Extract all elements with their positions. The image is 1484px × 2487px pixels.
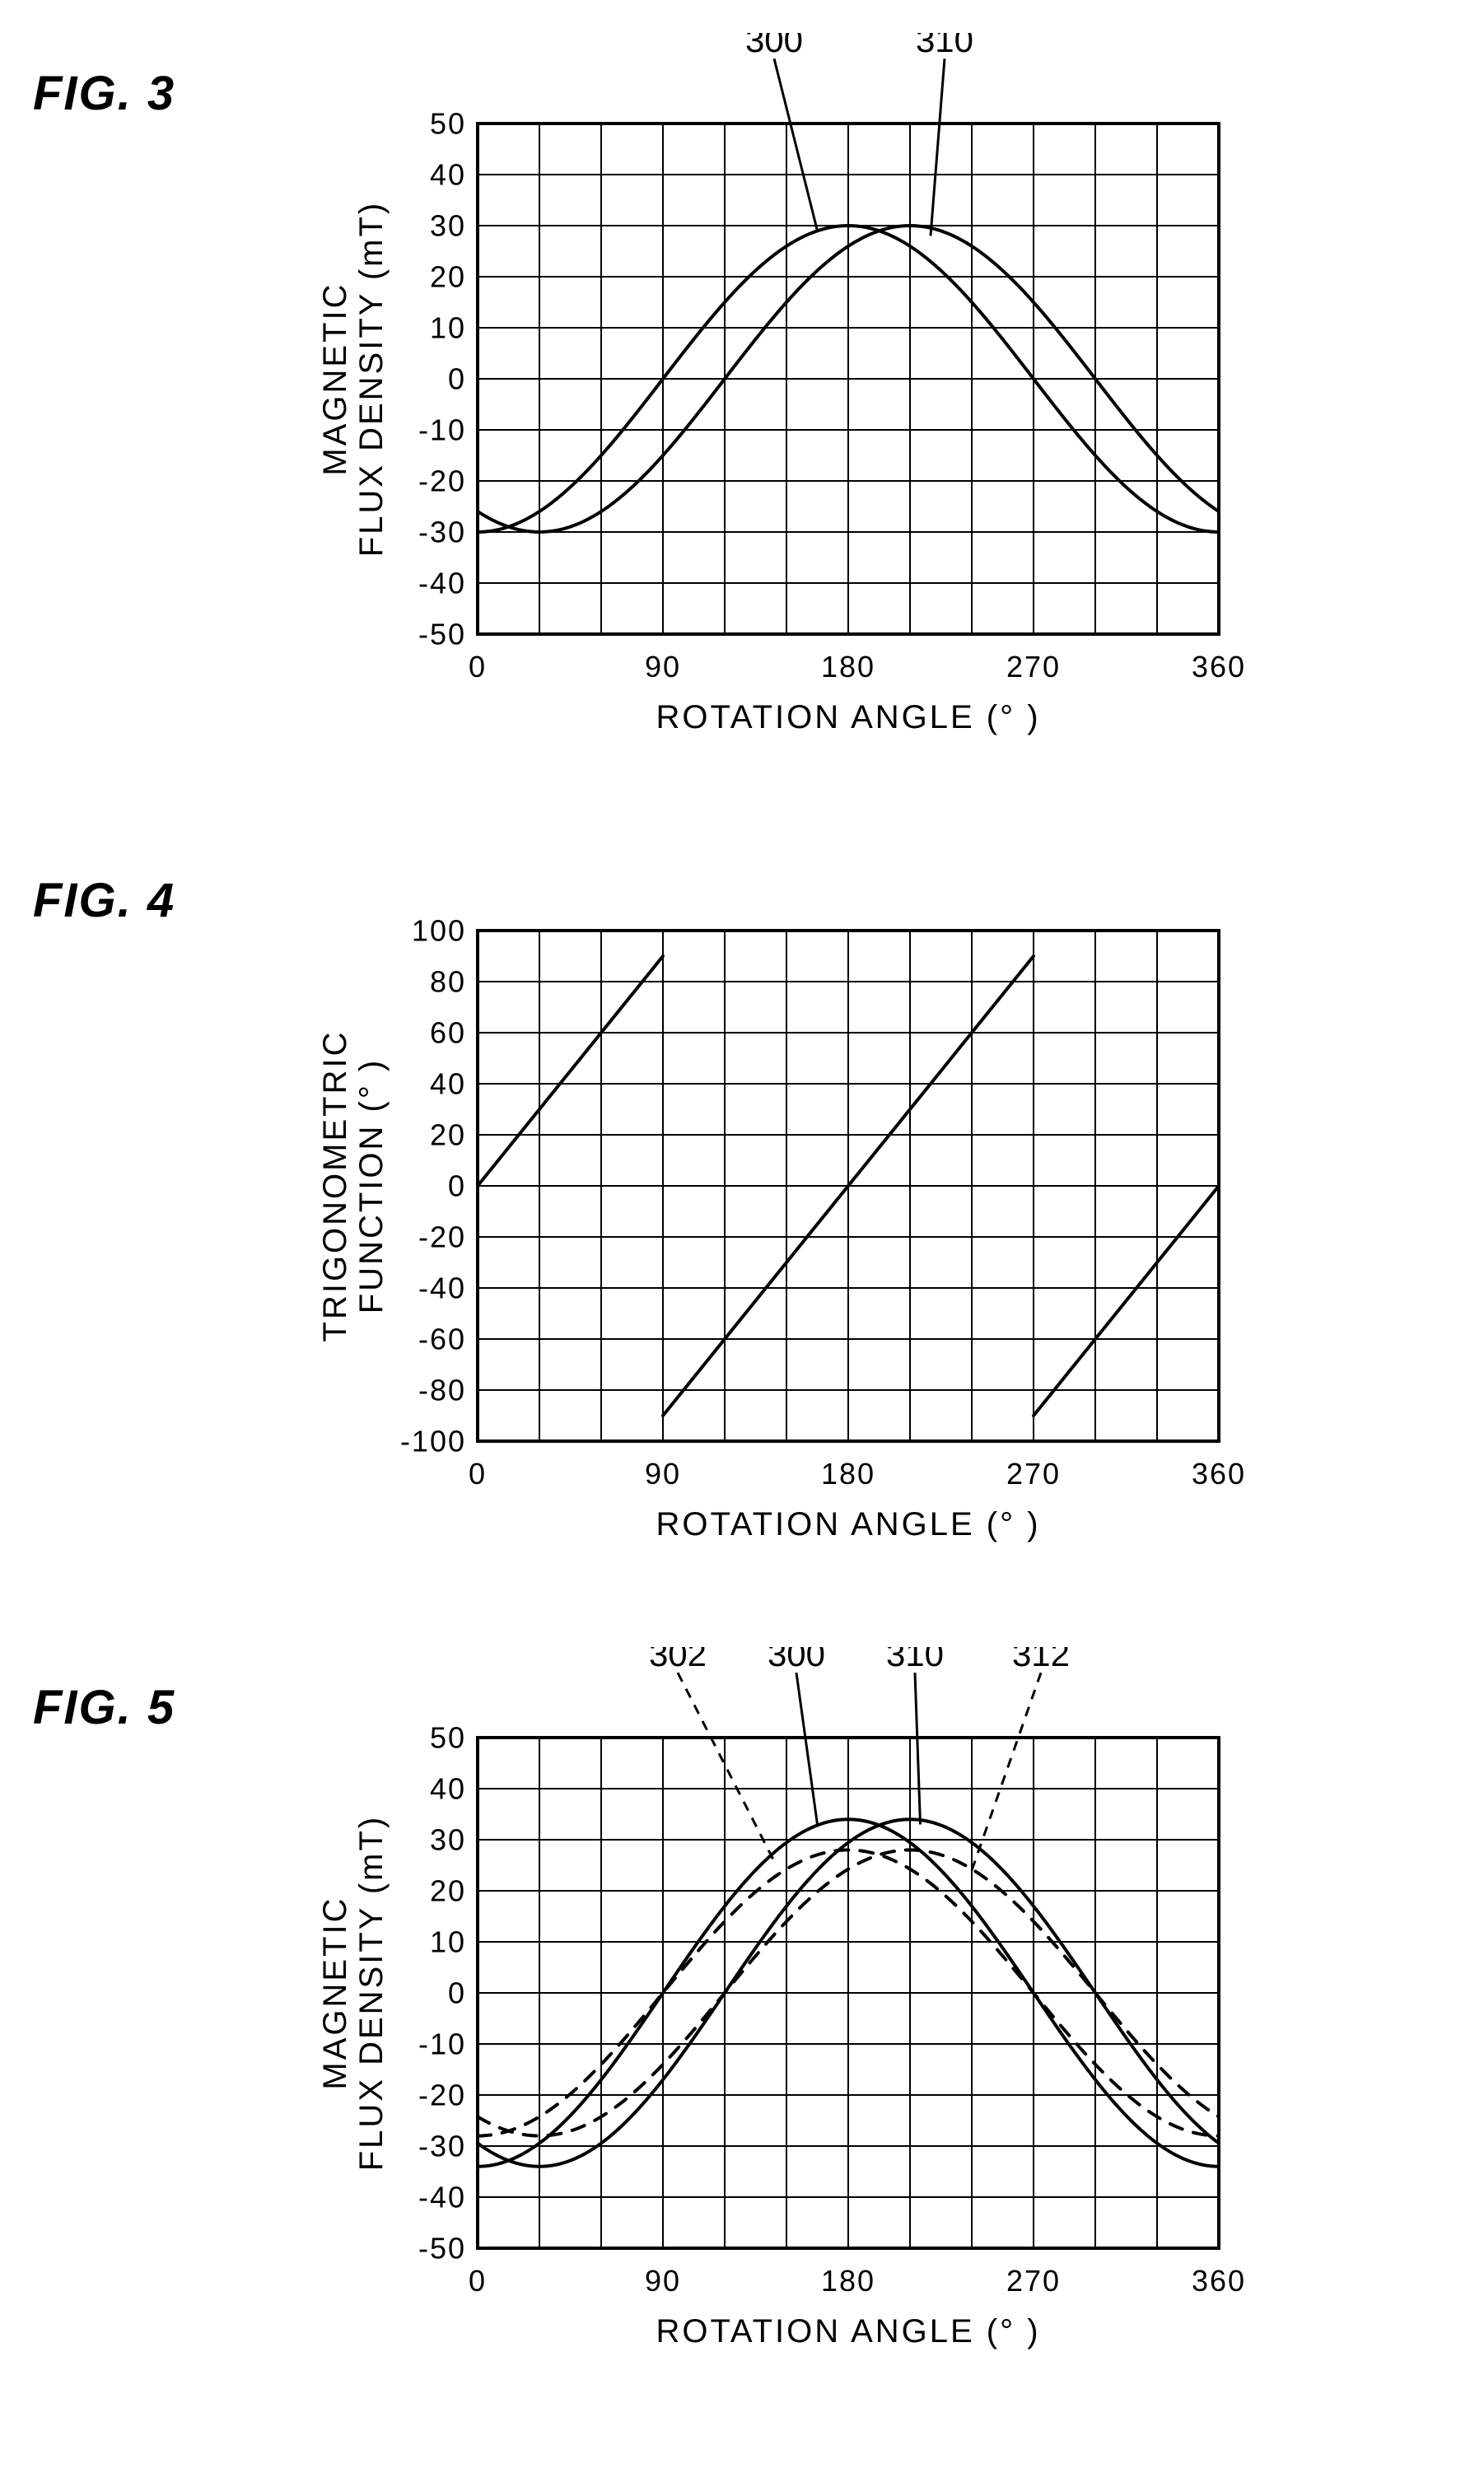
y-tick-label: -10 (418, 2027, 466, 2061)
y-tick-label: -50 (418, 2232, 466, 2265)
y-tick-label: -20 (418, 1220, 466, 1254)
y-tick-label: 40 (430, 1772, 466, 1806)
y-tick-label: -30 (418, 2130, 466, 2163)
callout-label-310: 310 (886, 1647, 944, 1673)
callout-label-302: 302 (649, 1647, 707, 1673)
callout-label-312: 312 (1012, 1647, 1070, 1673)
x-tick-label: 90 (645, 650, 681, 684)
x-tick-label: 270 (1006, 2264, 1061, 2298)
figure-label: FIG. 4 (33, 840, 313, 928)
y-tick-label: -50 (418, 618, 466, 651)
callout-label-300: 300 (745, 33, 803, 59)
y-tick-label: 10 (430, 1925, 466, 1959)
y-tick-label: -100 (400, 1425, 466, 1458)
y-tick-label: 50 (430, 107, 466, 141)
x-tick-label: 180 (821, 650, 875, 684)
chart-container: -100 -80 -60 -40 -20 0 20 40 60 80 100 0 90 180 270 360… (313, 840, 1252, 1565)
x-tick-label: 180 (821, 1457, 875, 1491)
y-tick-label: 0 (448, 1976, 466, 2010)
x-tick-label: 270 (1006, 650, 1061, 684)
y-tick-label: 60 (430, 1016, 466, 1050)
chart: -50 -40 -30 -20 -10 0 10 20 30 40 50 0 90 180 270 360 RO… (313, 1647, 1252, 2372)
y-tick-label: 40 (430, 1067, 466, 1101)
x-tick-label: 270 (1006, 1457, 1061, 1491)
figure-3: FIG. 3 -50 -40 -30 -20 -10 0 10 20 30 40 50 0 90 180 27… (33, 33, 1484, 758)
figure-label: FIG. 5 (33, 1647, 313, 1735)
y-tick-label: 100 (412, 914, 466, 948)
x-tick-label: 90 (645, 1457, 681, 1491)
y-tick-label: -30 (418, 516, 466, 549)
y-tick-label: -40 (418, 567, 466, 600)
chart: -50 -40 -30 -20 -10 0 10 20 30 40 50 0 90 180 270 360 RO… (313, 33, 1252, 758)
figure-4: FIG. 4 -100 -80 -60 -40 -20 0 20 40 60 80 100 0 90 180… (33, 840, 1484, 1565)
y-tick-label: -10 (418, 413, 466, 447)
x-axis-label: ROTATION ANGLE (° ) (656, 699, 1040, 735)
chart-container: -50 -40 -30 -20 -10 0 10 20 30 40 50 0 90 180 270 360 RO… (313, 1647, 1252, 2372)
x-tick-label: 360 (1192, 1457, 1246, 1491)
figure-5: FIG. 5 -50 -40 -30 -20 -10 0 10 20 30 40 50 0 90 180 27… (33, 1647, 1484, 2372)
chart: -100 -80 -60 -40 -20 0 20 40 60 80 100 0 90 180 270 360… (313, 840, 1252, 1565)
callout-label-300: 300 (768, 1647, 825, 1673)
callout-label-310: 310 (916, 33, 973, 59)
y-tick-label: -20 (418, 464, 466, 498)
x-axis-label: ROTATION ANGLE (° ) (656, 1506, 1040, 1542)
x-tick-label: 0 (469, 650, 487, 684)
x-tick-label: 0 (469, 2264, 487, 2298)
y-tick-label: 20 (430, 260, 466, 294)
chart-container: -50 -40 -30 -20 -10 0 10 20 30 40 50 0 90 180 270 360 RO… (313, 33, 1252, 758)
y-tick-label: 0 (448, 1169, 466, 1203)
x-tick-label: 180 (821, 2264, 875, 2298)
y-tick-label: 20 (430, 1874, 466, 1908)
y-tick-label: -40 (418, 2181, 466, 2214)
y-tick-label: -60 (418, 1323, 466, 1356)
y-tick-label: 30 (430, 1823, 466, 1857)
y-tick-label: 40 (430, 158, 466, 192)
page: FIG. 3-50-40-30-20-100102030405009018027… (33, 33, 1484, 2372)
y-tick-label: 80 (430, 965, 466, 999)
y-tick-label: 10 (430, 311, 466, 345)
x-tick-label: 360 (1192, 2264, 1246, 2298)
y-tick-label: 30 (430, 209, 466, 243)
x-axis-label: ROTATION ANGLE (° ) (656, 2313, 1040, 2349)
y-tick-label: -40 (418, 1271, 466, 1305)
y-tick-label: 0 (448, 362, 466, 396)
y-axis-label: TRIGONOMETRICFUNCTION (° ) (317, 1030, 390, 1342)
y-tick-label: 20 (430, 1118, 466, 1152)
y-tick-label: -80 (418, 1374, 466, 1407)
y-tick-label: -20 (418, 2079, 466, 2112)
figure-label: FIG. 3 (33, 33, 313, 121)
x-tick-label: 360 (1192, 650, 1246, 684)
x-tick-label: 0 (469, 1457, 487, 1491)
x-tick-label: 90 (645, 2264, 681, 2298)
y-tick-label: 50 (430, 1721, 466, 1755)
